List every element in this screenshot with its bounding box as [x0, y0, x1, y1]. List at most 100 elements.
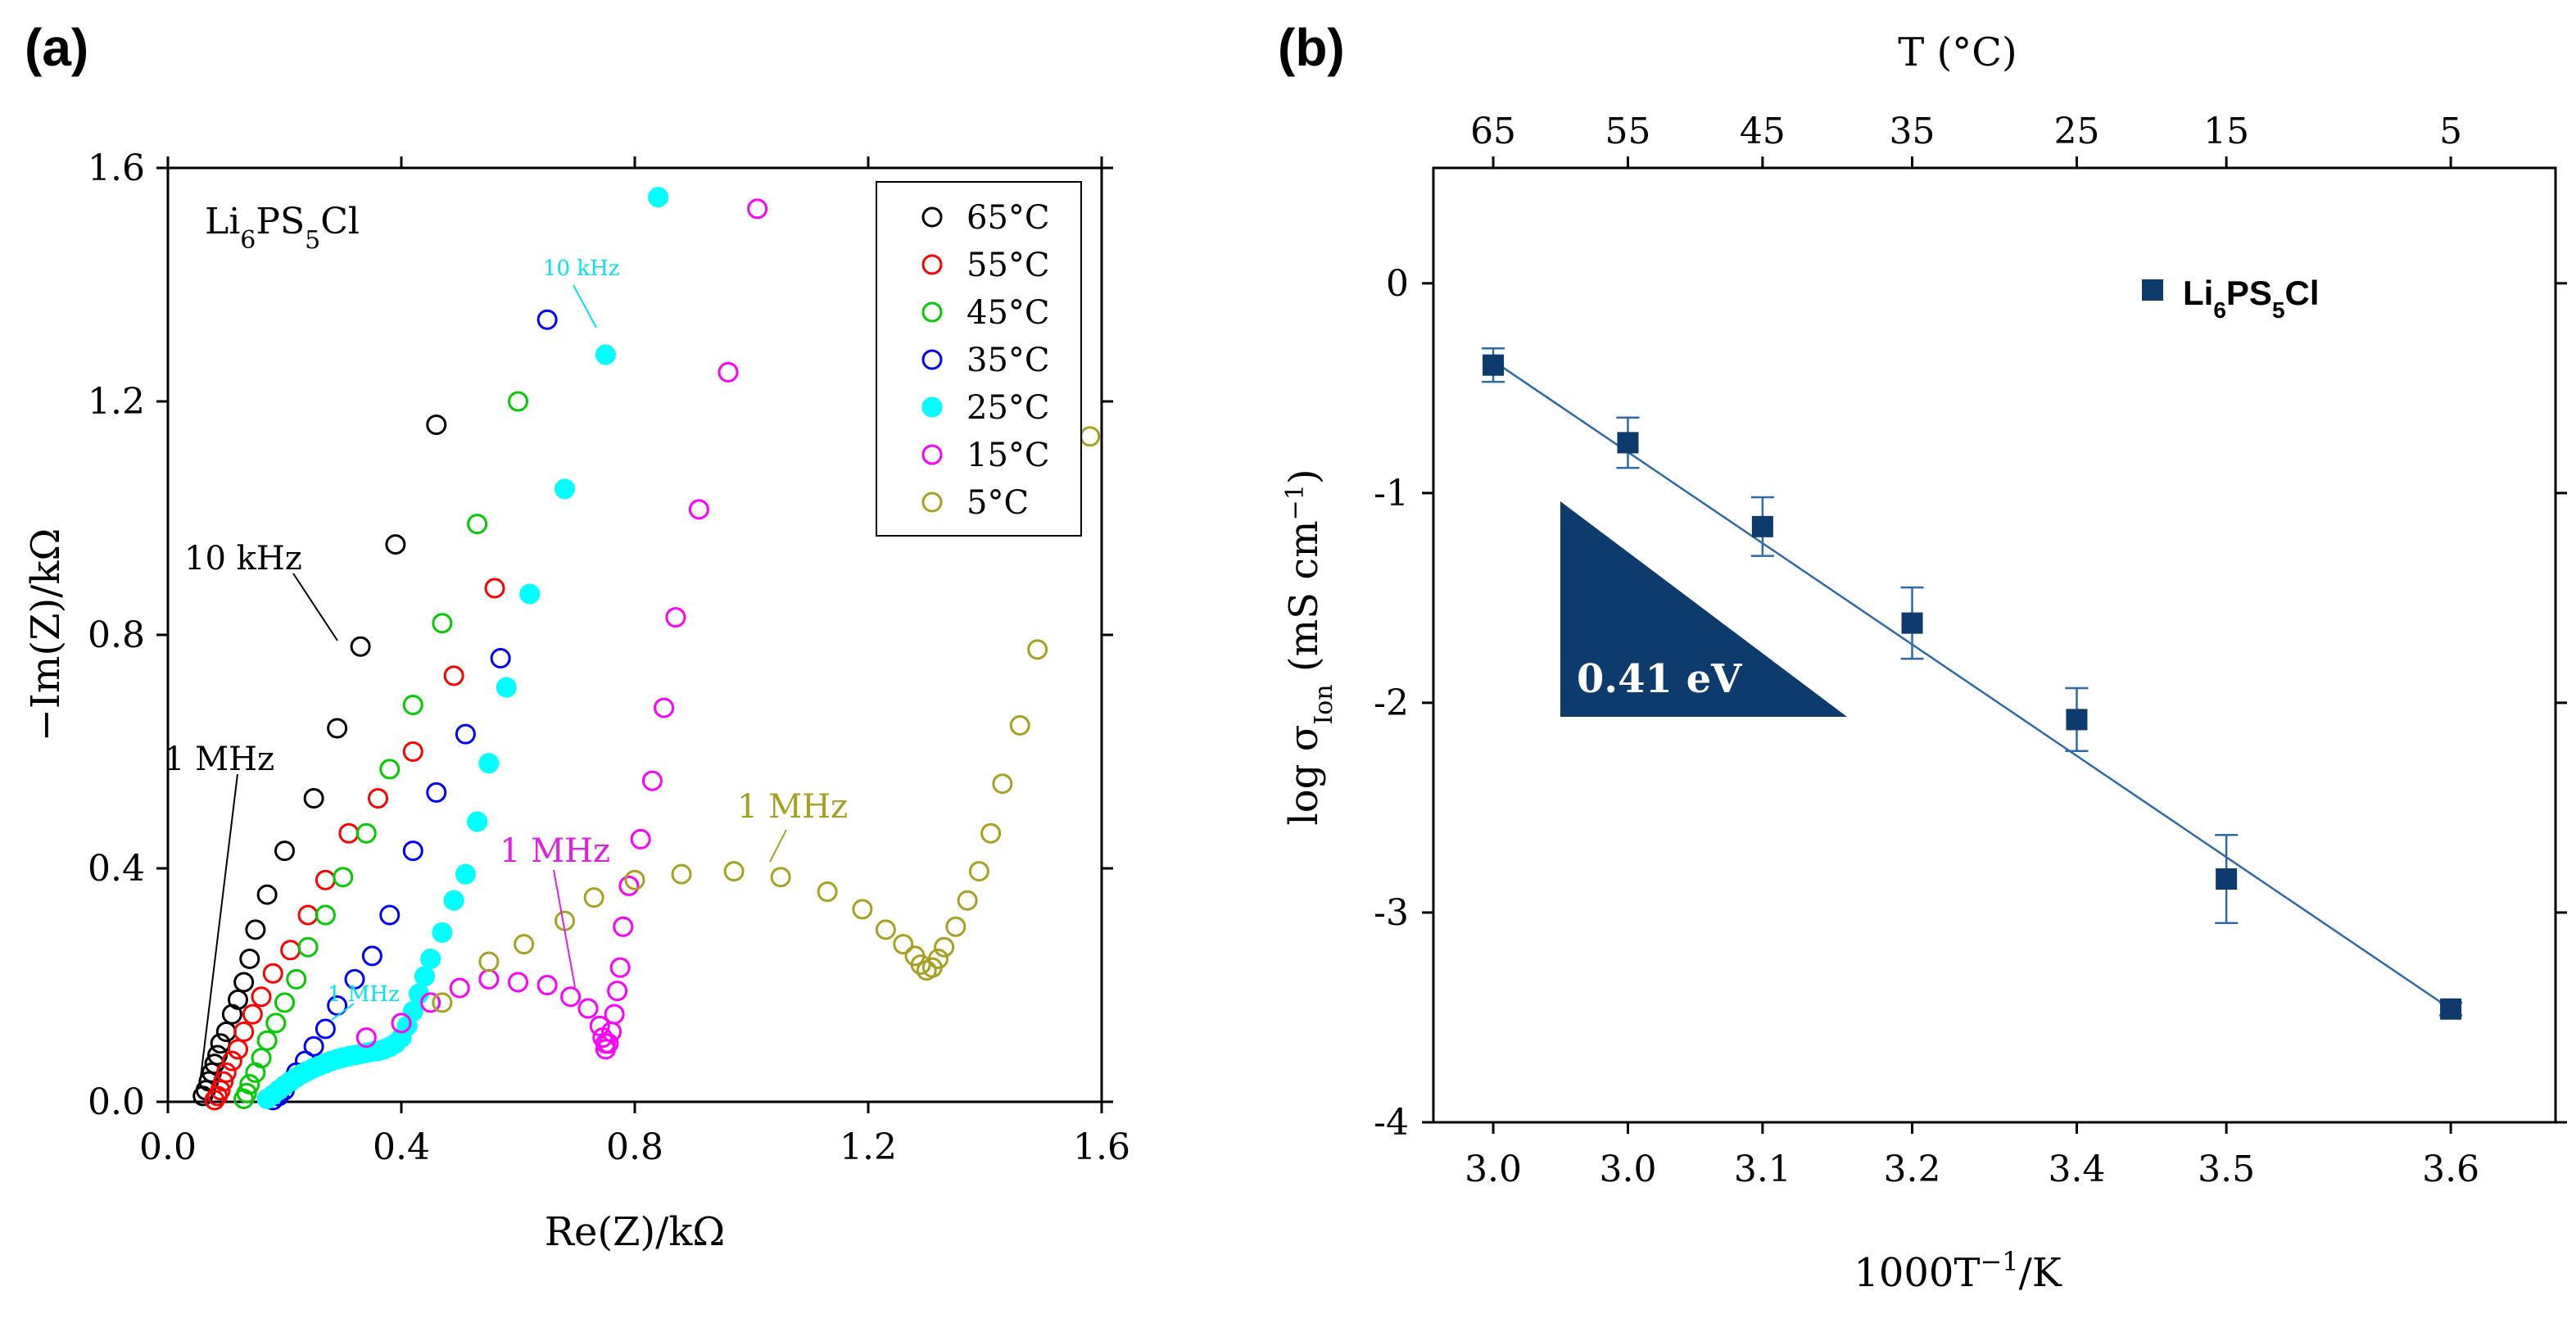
- data-point-b: [1483, 354, 1505, 376]
- data-point-0: [239, 948, 260, 969]
- data-point-5: [577, 998, 599, 1019]
- legend-marker-a: [921, 349, 943, 370]
- y-tick-label-b: -3: [1374, 892, 1409, 934]
- data-point-6: [583, 887, 604, 908]
- legend-label-a: 25°C: [967, 389, 1050, 427]
- top-tick-label-b: 25: [2053, 111, 2099, 152]
- axis-ticks-b: 3.0 65 3.0 55 3.1 45 3.2 35 3.4 25 3.5 15 3.6 5 -4 -3 -2…: [1374, 111, 2567, 1190]
- x-tick-label-a: 0.4: [373, 1126, 430, 1168]
- y-tick-label-a: 1.6: [88, 147, 145, 189]
- data-point-b: [2440, 998, 2462, 1020]
- x-tick-label-a: 1.6: [1073, 1126, 1130, 1168]
- data-point-6: [957, 890, 978, 911]
- data-point-4: [519, 583, 541, 605]
- x-tick-label-b: 3.1: [1734, 1149, 1791, 1190]
- data-point-0: [350, 636, 371, 657]
- legend-marker-a: [921, 254, 943, 275]
- data-point-5: [589, 1015, 610, 1036]
- data-point-1: [315, 869, 336, 890]
- data-point-6: [723, 861, 745, 882]
- x-tick-label-a: 1.2: [840, 1126, 897, 1168]
- data-point-2: [508, 391, 528, 412]
- data-point-1: [233, 1022, 255, 1042]
- data-point-2: [432, 613, 453, 634]
- data-point-5: [654, 697, 675, 718]
- legend-marker-a: [921, 492, 943, 513]
- data-point-5: [630, 828, 651, 850]
- data-point-1: [228, 1039, 248, 1060]
- data-point-5: [478, 968, 500, 990]
- data-point-6: [852, 899, 873, 920]
- top-tick-label-b: 45: [1740, 111, 1786, 152]
- activation-energy-label: 0.41 eV: [1577, 656, 1742, 702]
- data-point-6: [934, 936, 955, 958]
- data-point-1: [402, 741, 423, 762]
- data-point-4: [648, 187, 668, 208]
- x-tick-label-a: 0.0: [139, 1126, 197, 1168]
- x-tick-label-b: 3.0: [1599, 1149, 1656, 1190]
- data-point-2: [402, 695, 423, 715]
- data-point-0: [385, 534, 406, 555]
- data-point-b: [2216, 868, 2238, 890]
- data-point-6: [1080, 426, 1101, 447]
- legend-items-a: 65°C 55°C 45°C 35°C 25°C 15°C 5°C: [921, 199, 1050, 522]
- data-point-2: [355, 822, 377, 844]
- data-point-0: [426, 415, 447, 435]
- data-point-2: [239, 1074, 260, 1095]
- annot-10khz-black: 10 kHz: [184, 540, 302, 578]
- data-point-2: [256, 1030, 278, 1051]
- data-point-6: [624, 869, 645, 890]
- data-point-2: [236, 1082, 257, 1103]
- data-point-5: [618, 875, 640, 896]
- data-point-5: [665, 607, 686, 628]
- data-point-6: [1009, 714, 1030, 736]
- data-point-4: [414, 966, 435, 987]
- data-point-6: [910, 954, 931, 976]
- data-point-4: [408, 983, 429, 1004]
- leader-1mhz-black: [200, 773, 238, 1078]
- data-point-0: [327, 718, 348, 739]
- top-tick-label-b: 5: [2439, 111, 2462, 152]
- y-tick-label-b: -2: [1374, 682, 1409, 724]
- data-point-4: [402, 1001, 423, 1022]
- data-point-5: [560, 986, 582, 1008]
- top-tick-label-b: 35: [1890, 111, 1935, 152]
- data-point-2: [274, 992, 295, 1013]
- data-point-b: [2066, 709, 2088, 731]
- x-axis-label-a: Re(Z)/kΩ: [545, 1209, 725, 1255]
- data-point-1: [443, 665, 464, 686]
- annot-1mhz-magenta: 1 MHz: [500, 832, 610, 870]
- data-point-1: [204, 1090, 225, 1111]
- x-tick-label-a: 0.8: [606, 1126, 663, 1168]
- data-point-3: [315, 1018, 336, 1040]
- x-tick-label-b: 3.0: [1465, 1149, 1522, 1190]
- data-point-2: [315, 904, 336, 926]
- legend-a: [876, 181, 1082, 537]
- data-point-0: [233, 972, 255, 993]
- material-label-a: Li6PS5Cl: [205, 201, 360, 255]
- legend-marker-a: [921, 444, 943, 465]
- data-point-2: [251, 1048, 272, 1069]
- data-point-1: [213, 1071, 234, 1092]
- legend-label-a: 35°C: [967, 342, 1050, 379]
- data-point-1: [297, 904, 319, 926]
- data-point-0: [256, 884, 278, 905]
- data-point-0: [210, 1033, 231, 1054]
- data-point-6: [980, 822, 1002, 844]
- data-point-6: [770, 867, 791, 888]
- y-tick-label-a: 1.2: [88, 381, 145, 423]
- data-point-2: [467, 514, 488, 535]
- data-point-4: [420, 948, 441, 969]
- data-point-1: [484, 578, 505, 599]
- data-point-1: [221, 1050, 242, 1072]
- data-point-1: [242, 1004, 263, 1025]
- data-point-6: [514, 934, 535, 955]
- data-point-6: [671, 863, 692, 885]
- data-point-6: [992, 773, 1013, 795]
- data-point-3: [361, 945, 383, 967]
- leader-10khz-black: [292, 573, 338, 641]
- data-point-b: [1901, 612, 1923, 634]
- data-point-0: [228, 989, 248, 1010]
- panel-b: 3.0 65 3.0 55 3.1 45 3.2 35 3.4 25 3.5 15 3.6 5 -4 -3 -2…: [1281, 29, 2567, 1296]
- legend-label-a: 15°C: [967, 437, 1050, 474]
